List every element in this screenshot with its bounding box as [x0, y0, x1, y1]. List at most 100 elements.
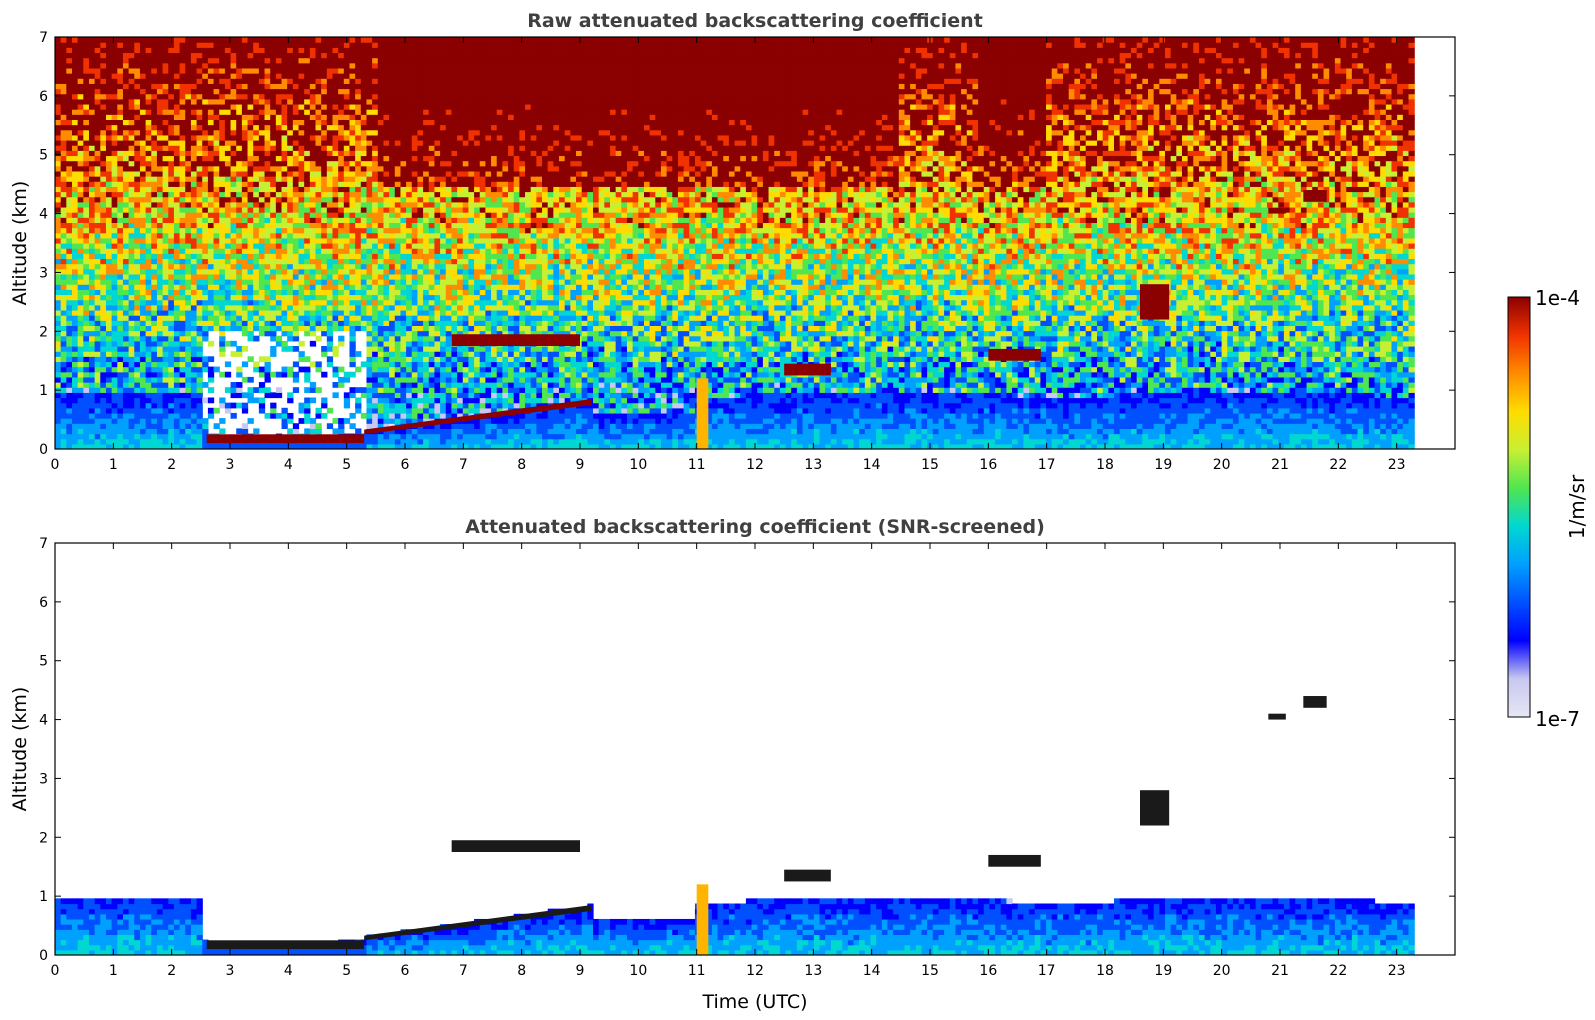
heatmap-cell	[140, 94, 146, 100]
heatmap-cell	[202, 145, 208, 151]
heatmap-cell	[61, 207, 67, 213]
heatmap-cell	[83, 233, 89, 239]
heatmap-cell	[134, 78, 140, 84]
heatmap-cell	[174, 42, 180, 48]
heatmap-cell	[146, 253, 152, 259]
heatmap-cell	[106, 119, 112, 125]
heatmap-cell	[117, 408, 123, 414]
heatmap-cell	[95, 377, 101, 383]
heatmap-cell	[157, 351, 163, 357]
heatmap-cell	[72, 382, 78, 388]
heatmap-cell	[180, 387, 186, 393]
heatmap-cell	[95, 58, 101, 64]
heatmap-cell	[157, 78, 163, 84]
heatmap-cell	[100, 155, 106, 161]
heatmap-cell	[129, 392, 135, 398]
heatmap-cell	[129, 274, 135, 280]
heatmap-cell	[78, 176, 84, 182]
heatmap-cell	[180, 63, 186, 69]
heatmap-cell	[191, 258, 197, 264]
heatmap-cell	[140, 52, 146, 58]
heatmap-cell	[100, 336, 106, 342]
heatmap-cell	[55, 166, 61, 172]
heatmap-cell	[208, 130, 214, 136]
heatmap-cell	[134, 310, 140, 316]
heatmap-cell	[117, 150, 123, 156]
heatmap-cell	[174, 233, 180, 239]
heatmap-cell	[123, 289, 129, 295]
heatmap-cell	[174, 94, 180, 100]
heatmap-cell	[214, 99, 220, 105]
heatmap-cell	[202, 78, 208, 84]
heatmap-cell	[100, 119, 106, 125]
heatmap-cell	[89, 331, 95, 337]
heatmap-cell	[106, 356, 112, 362]
heatmap-cell	[174, 274, 180, 280]
heatmap-cell	[95, 248, 101, 254]
heatmap-cell	[55, 300, 61, 306]
heatmap-cell	[89, 181, 95, 187]
heatmap-cell	[66, 403, 72, 409]
heatmap-cell	[231, 310, 237, 316]
heatmap-cell	[151, 418, 157, 424]
heatmap-cell	[146, 52, 152, 58]
heatmap-cell	[106, 289, 112, 295]
heatmap-cell	[100, 135, 106, 141]
heatmap-cell	[225, 284, 231, 290]
heatmap-cell	[174, 238, 180, 244]
heatmap-cell	[174, 413, 180, 419]
heatmap-cell	[151, 331, 157, 337]
heatmap-cell	[191, 186, 197, 192]
heatmap-cell	[197, 233, 203, 239]
heatmap-cell	[123, 73, 129, 79]
heatmap-cell	[106, 171, 112, 177]
heatmap-cell	[61, 423, 67, 429]
heatmap-cell	[146, 295, 152, 301]
heatmap-cell	[157, 181, 163, 187]
heatmap-cell	[191, 114, 197, 120]
heatmap-cell	[197, 47, 203, 53]
heatmap-cell	[55, 161, 61, 167]
heatmap-cell	[157, 166, 163, 172]
heatmap-cell	[140, 346, 146, 352]
heatmap-cell	[231, 58, 237, 64]
heatmap-cell	[66, 104, 72, 110]
heatmap-cell	[140, 125, 146, 131]
heatmap-cell	[157, 336, 163, 342]
heatmap-cell	[83, 83, 89, 89]
heatmap-cell	[72, 186, 78, 192]
heatmap-cell	[168, 305, 174, 311]
heatmap-cell	[197, 315, 203, 321]
heatmap-cell	[61, 233, 67, 239]
heatmap-cell	[134, 336, 140, 342]
heatmap-cell	[214, 150, 220, 156]
heatmap-cell	[180, 212, 186, 218]
heatmap-cell	[185, 413, 191, 419]
heatmap-cell	[83, 361, 89, 367]
heatmap-cell	[95, 392, 101, 398]
heatmap-cell	[208, 192, 214, 198]
heatmap-cell	[157, 130, 163, 136]
heatmap-cell	[123, 155, 129, 161]
heatmap-cell	[123, 336, 129, 342]
heatmap-cell	[151, 398, 157, 404]
heatmap-cell	[174, 367, 180, 373]
heatmap-cell	[174, 315, 180, 321]
heatmap-cell	[112, 109, 118, 115]
heatmap-cell	[231, 140, 237, 146]
heatmap-cell	[180, 228, 186, 234]
heatmap-cell	[78, 89, 84, 95]
heatmap-cell	[197, 264, 203, 270]
heatmap-cell	[214, 58, 220, 64]
heatmap-cell	[174, 145, 180, 151]
heatmap-cell	[197, 197, 203, 203]
heatmap-cell	[117, 377, 123, 383]
heatmap-cell	[112, 104, 118, 110]
heatmap-cell	[151, 83, 157, 89]
heatmap-cell	[123, 243, 129, 249]
heatmap-cell	[106, 104, 112, 110]
heatmap-cell	[112, 413, 118, 419]
heatmap-cell	[112, 428, 118, 434]
heatmap-cell	[163, 320, 169, 326]
heatmap-cell	[185, 253, 191, 259]
